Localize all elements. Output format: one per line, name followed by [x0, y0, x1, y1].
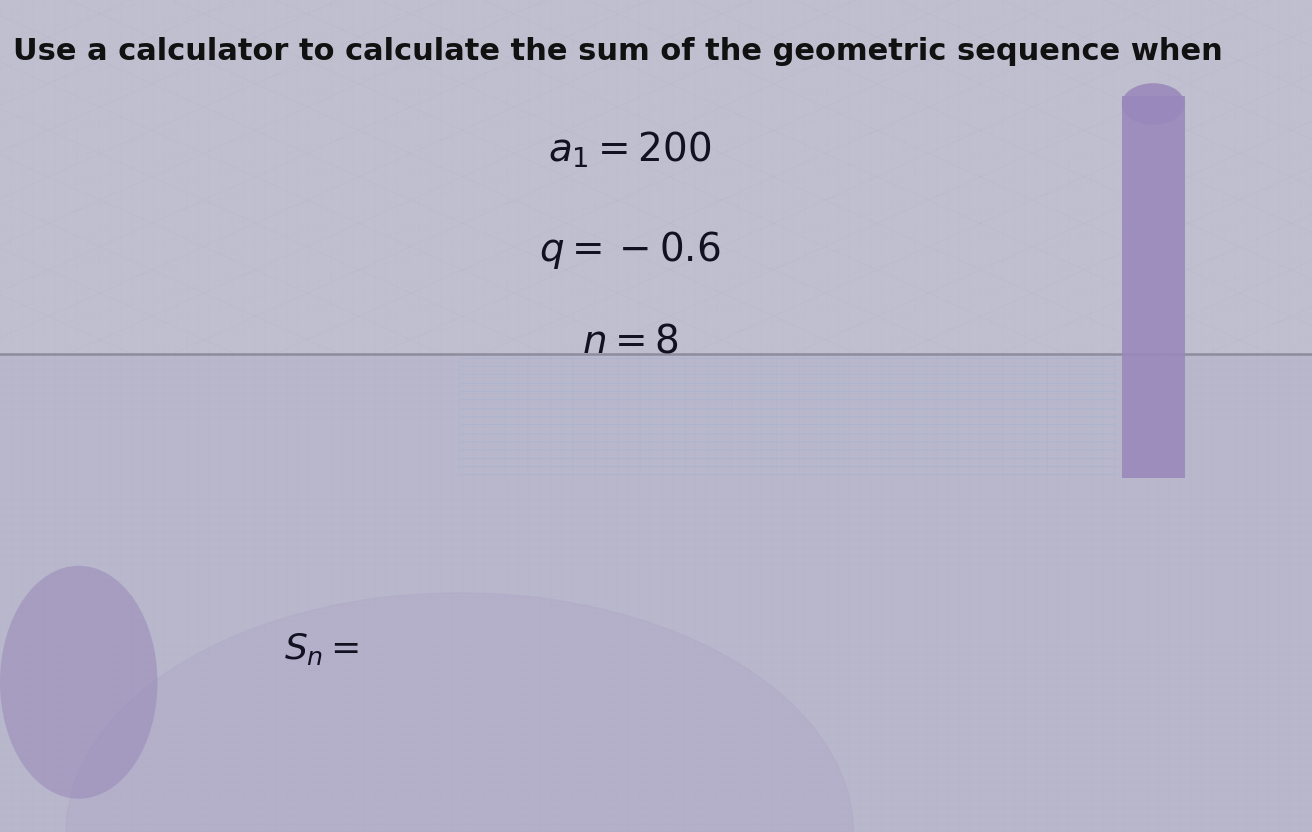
- Bar: [1122, 96, 1185, 478]
- Ellipse shape: [0, 566, 157, 799]
- Text: $a_1 = 200$: $a_1 = 200$: [548, 130, 711, 170]
- Text: $S_n =$: $S_n =$: [283, 631, 359, 667]
- Ellipse shape: [1122, 83, 1185, 125]
- Text: Use a calculator to calculate the sum of the geometric sequence when: Use a calculator to calculate the sum of…: [13, 37, 1223, 67]
- Bar: [0, 0, 1312, 354]
- Bar: [0, 354, 1312, 832]
- Text: $q = -0.6$: $q = -0.6$: [539, 229, 720, 270]
- Text: $n = 8$: $n = 8$: [581, 322, 678, 360]
